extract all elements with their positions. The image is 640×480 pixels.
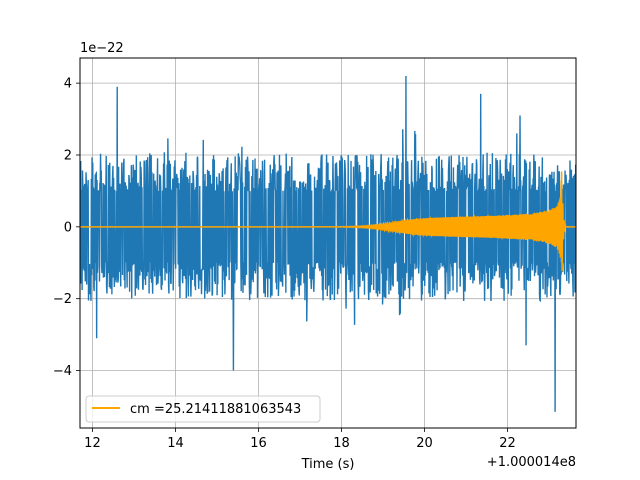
- x-axis-label: Time (s): [301, 457, 355, 472]
- y-tick-label: −2: [53, 292, 72, 307]
- y-tick-label: 0: [64, 220, 72, 235]
- x-offset-label: +1.000014e8: [487, 455, 576, 470]
- plot-area: [80, 75, 576, 412]
- x-tick-label: 20: [416, 436, 433, 451]
- axes-frame: [79, 57, 577, 429]
- x-tick-label: 22: [499, 436, 516, 451]
- legend-label: cm =25.21411881063543: [130, 402, 301, 417]
- y-tick-label: 2: [64, 148, 72, 163]
- y-tick-label: −4: [53, 364, 72, 379]
- y-scale-label: 1e−22: [80, 41, 124, 56]
- x-tick-label: 14: [167, 436, 184, 451]
- template-series-line: [80, 171, 576, 272]
- ticks: 12 14 16 18 20 22 −4 −2 0 2 4: [53, 77, 516, 451]
- legend: cm =25.21411881063543: [85, 395, 321, 423]
- x-tick-label: 16: [250, 436, 267, 451]
- y-tick-label: 4: [64, 77, 72, 92]
- strain-series-line: [80, 75, 576, 412]
- x-tick-label: 12: [84, 436, 101, 451]
- x-tick-label: 18: [333, 436, 350, 451]
- legend-box: [85, 395, 321, 423]
